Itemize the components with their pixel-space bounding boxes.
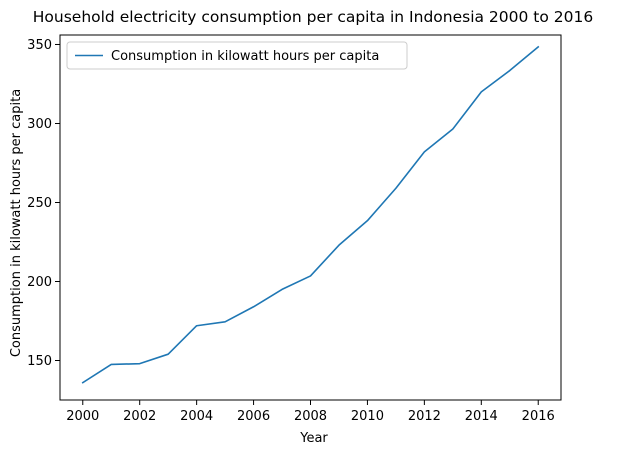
y-tick-label: 300 — [27, 117, 52, 132]
x-tick-label: 2014 — [465, 409, 498, 424]
y-tick-label: 150 — [27, 354, 52, 369]
x-tick-label: 2000 — [66, 409, 99, 424]
axes-frame — [59, 34, 562, 401]
x-tick-label: 2002 — [123, 409, 156, 424]
y-tick-label: 200 — [27, 275, 52, 290]
x-tick-label: 2012 — [408, 409, 441, 424]
x-tick-label: 2010 — [351, 409, 384, 424]
series-line — [81, 45, 540, 384]
x-tick-label: 2016 — [522, 409, 555, 424]
x-axis-title: Year — [299, 431, 328, 446]
x-tick-label: 2006 — [237, 409, 270, 424]
y-axis-title: Consumption in kilowatt hours per capita — [9, 89, 24, 357]
chart-title: Household electricity consumption per ca… — [33, 8, 594, 26]
legend-box — [66, 41, 408, 70]
y-tick-label: 250 — [27, 196, 52, 211]
plot-area: 2000 2002 2004 2006 2008 2010 2012 2014 2016 150 2… — [27, 34, 562, 424]
x-tick-label: 2004 — [180, 409, 213, 424]
legend: Consumption in kilowatt hours per capita — [66, 41, 408, 70]
y-tick-label: 350 — [27, 38, 52, 53]
legend-label: Consumption in kilowatt hours per capita — [111, 49, 379, 64]
x-tick-label: 2008 — [294, 409, 327, 424]
